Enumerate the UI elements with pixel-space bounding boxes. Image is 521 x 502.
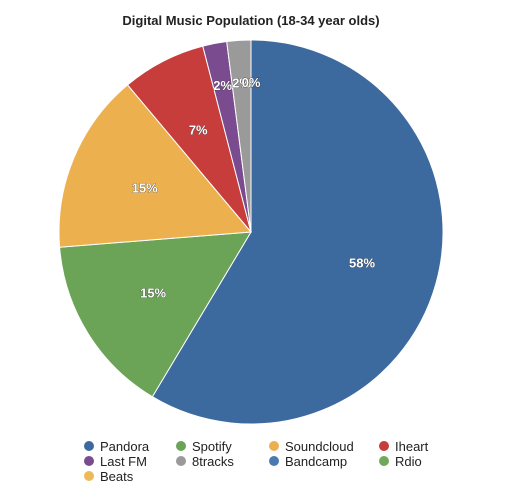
legend-label-soundcloud: Soundcloud xyxy=(285,439,354,454)
legend-item-spotify: Spotify xyxy=(176,439,232,454)
legend-label-last-fm: Last FM xyxy=(100,454,147,469)
legend-swatch-8tracks xyxy=(176,456,186,466)
slice-label-iheart: 7% xyxy=(189,123,208,138)
slice-label-spotify: 15% xyxy=(140,286,166,301)
legend-item-iheart: Iheart xyxy=(379,439,429,454)
slice-label-pandora: 58% xyxy=(349,256,375,271)
legend: Pandora Spotify Soundcloud Iheart Last FM 8tr… xyxy=(84,439,429,484)
legend-swatch-soundcloud xyxy=(269,441,279,451)
slice-pandora xyxy=(151,39,444,425)
slice-spotify xyxy=(59,231,252,398)
legend-swatch-bandcamp xyxy=(269,456,279,466)
legend-label-pandora: Pandora xyxy=(100,439,150,454)
chart-title: Digital Music Population (18-34 year old… xyxy=(122,13,379,28)
legend-item-bandcamp: Bandcamp xyxy=(269,454,347,469)
legend-label-beats: Beats xyxy=(100,469,134,484)
legend-swatch-iheart xyxy=(379,441,389,451)
legend-swatch-rdio xyxy=(379,456,389,466)
pie-slices xyxy=(58,39,444,425)
slice-label-8tracks: 2% xyxy=(232,76,251,91)
legend-item-beats: Beats xyxy=(84,469,134,484)
legend-swatch-beats xyxy=(84,471,94,481)
legend-label-spotify: Spotify xyxy=(192,439,232,454)
legend-label-8tracks: 8tracks xyxy=(192,454,234,469)
slice-label-bandcamp: 0% xyxy=(242,75,261,90)
legend-item-8tracks: 8tracks xyxy=(176,454,234,469)
slice-labels: 58%15%15%7%2% 2%0%0%0% xyxy=(131,75,375,301)
legend-swatch-pandora xyxy=(84,441,94,451)
legend-item-pandora: Pandora xyxy=(84,439,150,454)
legend-label-bandcamp: Bandcamp xyxy=(285,454,347,469)
slice-label-beats: 0% xyxy=(242,75,261,90)
slice-soundcloud xyxy=(58,84,253,248)
slice-label-soundcloud: 15% xyxy=(132,180,158,195)
legend-label-rdio: Rdio xyxy=(395,454,422,469)
legend-swatch-last-fm xyxy=(84,456,94,466)
legend-item-soundcloud: Soundcloud xyxy=(269,439,354,454)
slice-label-last-fm: 2% xyxy=(213,78,232,93)
legend-item-rdio: Rdio xyxy=(379,454,422,469)
slice-label-rdio: 0% xyxy=(242,75,261,90)
legend-swatch-spotify xyxy=(176,441,186,451)
legend-item-last-fm: Last FM xyxy=(84,454,147,469)
legend-label-iheart: Iheart xyxy=(395,439,429,454)
